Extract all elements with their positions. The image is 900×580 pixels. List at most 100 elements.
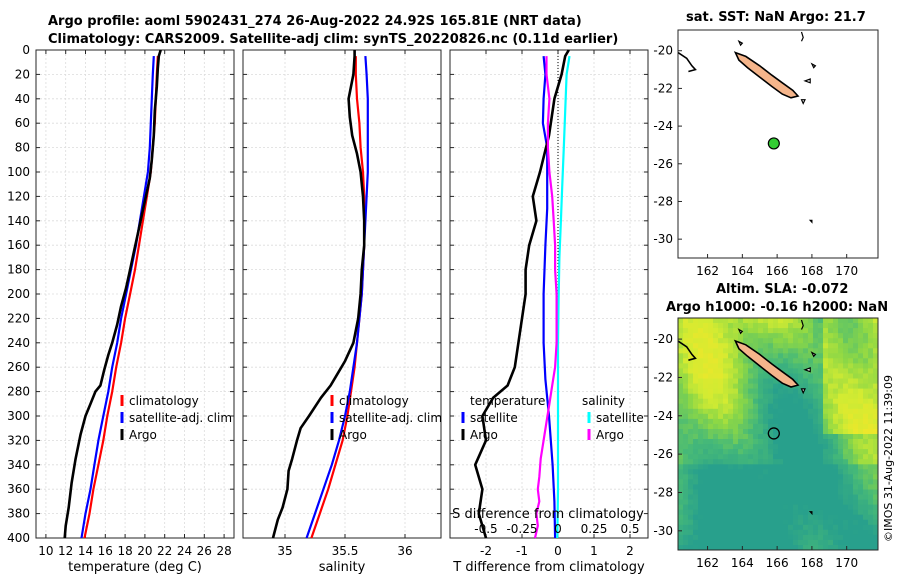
sla-heatmap-cell <box>823 343 829 349</box>
sla-heatmap-cell <box>768 449 774 455</box>
sla-heatmap-cell <box>738 479 744 485</box>
sla-heatmap-cell <box>813 479 819 485</box>
sla-heatmap-cell <box>853 408 859 415</box>
sla-heatmap-cell <box>763 383 769 390</box>
sla-heatmap-cell <box>818 504 824 511</box>
sla-heatmap-cell <box>873 343 878 349</box>
sla-heatmap-cell <box>813 333 819 339</box>
sla-heatmap-cell <box>813 323 819 329</box>
sla-heatmap-cell <box>863 454 869 460</box>
sla-heatmap-cell <box>723 524 729 531</box>
sla-heatmap-cell <box>763 403 769 410</box>
sla-heatmap-cell <box>688 484 694 490</box>
sla-heatmap-cell <box>858 368 864 374</box>
map_sst-xtick-label: 162 <box>696 264 719 278</box>
sla-heatmap-cell <box>853 434 859 440</box>
sla-heatmap-cell <box>733 484 739 490</box>
sla-heatmap-cell <box>763 318 769 324</box>
sla-heatmap-cell <box>693 469 699 475</box>
sla-heatmap-cell <box>688 408 694 415</box>
sla-heatmap-cell <box>808 383 814 390</box>
sla-heatmap-cell <box>778 429 784 435</box>
sla-heatmap-cell <box>743 333 749 339</box>
sla-heatmap-cell <box>738 378 744 385</box>
sla-heatmap-cell <box>803 509 809 516</box>
sla-heatmap-cell <box>828 423 834 430</box>
salinity-xlabel: salinity <box>319 560 366 575</box>
sla-heatmap-cell <box>748 529 754 536</box>
sla-heatmap-cell <box>808 545 814 550</box>
sla-heatmap-cell <box>693 398 699 405</box>
sla-heatmap-cell <box>738 444 744 450</box>
sla-heatmap-cell <box>828 328 834 334</box>
sla-heatmap-cell <box>858 318 864 324</box>
sla-heatmap-cell <box>763 393 769 400</box>
sla-heatmap-cell <box>708 398 714 405</box>
difference-xtick-label: -1 <box>516 544 528 558</box>
sla-heatmap-cell <box>723 413 729 420</box>
sla-heatmap-cell <box>713 318 719 324</box>
sla-heatmap-cell <box>853 318 859 324</box>
sla-heatmap-cell <box>828 429 834 435</box>
sla-heatmap-cell <box>793 434 799 440</box>
sla-heatmap-cell <box>798 459 804 465</box>
sla-heatmap-cell <box>783 398 789 405</box>
sla-heatmap-cell <box>808 343 814 349</box>
sla-heatmap-cell <box>833 489 839 496</box>
sla-heatmap-cell <box>798 328 804 334</box>
sst-argo-location-marker <box>767 137 780 150</box>
sla-heatmap-cell <box>813 408 819 415</box>
sla-heatmap-cell <box>708 539 714 546</box>
sla-heatmap-cell <box>768 489 774 496</box>
sla-heatmap-cell <box>713 439 719 445</box>
map_sst-frame <box>677 29 879 259</box>
sla-heatmap-cell <box>848 363 854 369</box>
sla-heatmap-cell <box>798 403 804 410</box>
sla-heatmap-cell <box>793 403 799 410</box>
sla-heatmap-cell <box>683 479 689 485</box>
sla-heatmap-cell <box>733 383 739 390</box>
sla-heatmap-cell <box>743 474 749 480</box>
sla-heatmap-cell <box>858 358 864 364</box>
temperature-xtick-label: 20 <box>137 544 152 558</box>
sla-heatmap-cell <box>823 378 829 385</box>
sla-heatmap-cell <box>828 348 834 354</box>
sla-heatmap-cell <box>873 368 878 374</box>
map_sla-xtick-label: 170 <box>835 556 858 570</box>
sla-heatmap-cell <box>873 418 878 425</box>
sla-heatmap-cell <box>693 423 699 430</box>
sla-heatmap-cell <box>818 454 824 460</box>
sla-heatmap-cell <box>823 489 829 496</box>
sla-heatmap-cell <box>763 418 769 425</box>
sla-heatmap-cell <box>798 413 804 420</box>
sla-heatmap-cell <box>793 408 799 415</box>
sla-heatmap-cell <box>873 479 878 485</box>
sla-heatmap-cell <box>868 403 874 410</box>
sla-heatmap-cell <box>753 504 759 511</box>
sla-heatmap-cell <box>733 398 739 405</box>
sla-heatmap-cell <box>798 343 804 349</box>
sla-heatmap-cell <box>853 459 859 465</box>
sla-heatmap-cell <box>813 388 819 395</box>
sla-heatmap-cell <box>693 413 699 420</box>
sla-heatmap-cell <box>838 509 844 516</box>
sla-heatmap-cell <box>773 328 779 334</box>
sla-heatmap-cell <box>813 539 819 546</box>
sla-heatmap-cell <box>788 494 794 501</box>
sla-heatmap-cell <box>873 328 878 334</box>
sla-heatmap-cell <box>728 519 734 526</box>
sla-heatmap-cell <box>748 328 754 334</box>
sla-heatmap-cell <box>773 388 779 395</box>
sla-heatmap-cell <box>703 333 709 339</box>
sla-heatmap-cell <box>733 378 739 385</box>
sla-heatmap-cell <box>823 439 829 445</box>
sla-heatmap-cell <box>848 393 854 400</box>
sla-heatmap-cell <box>748 423 754 430</box>
sla-heatmap-cell <box>768 353 774 359</box>
sla-heatmap-cell <box>838 318 844 324</box>
sla-heatmap-cell <box>823 539 829 546</box>
sla-heatmap-cell <box>718 383 724 390</box>
sla-heatmap-cell <box>818 464 824 470</box>
sla-heatmap-cell <box>693 434 699 440</box>
sla-heatmap-cell <box>868 413 874 420</box>
